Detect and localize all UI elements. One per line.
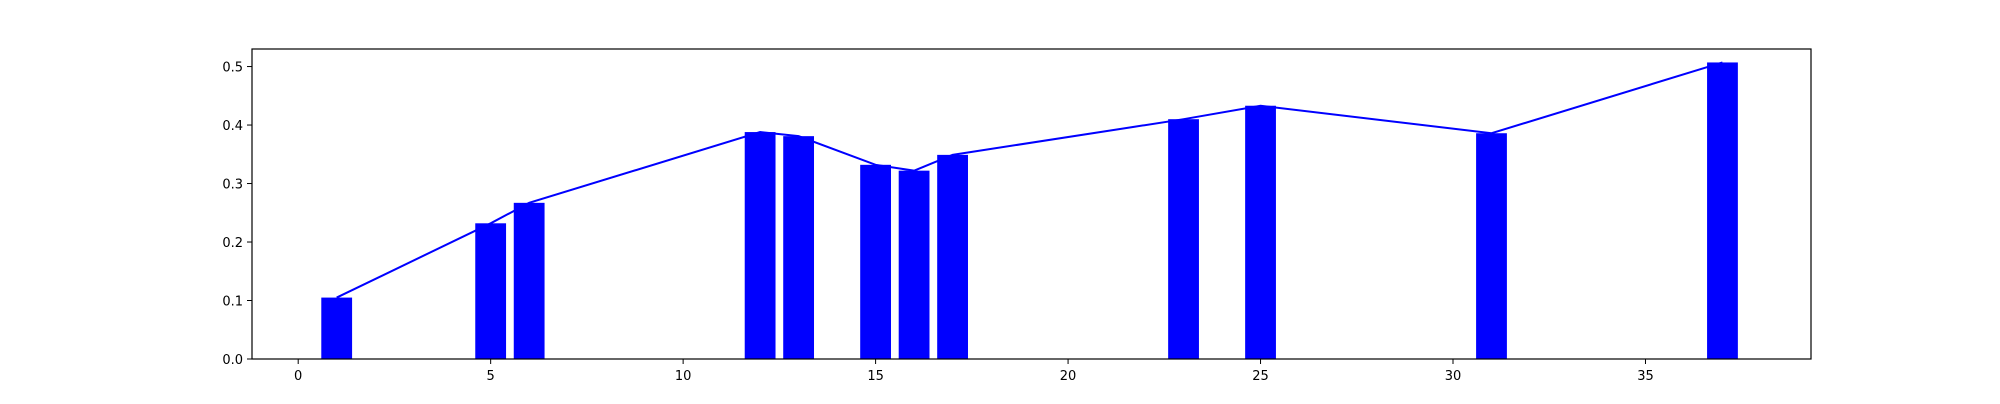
bar [860, 164, 891, 359]
y-tick-label: 0.5 [222, 61, 243, 76]
bar [321, 297, 353, 359]
y-tick-label: 0.3 [222, 178, 243, 193]
plot-frame [251, 48, 1812, 360]
x-tick-label: 35 [1637, 369, 1654, 384]
bar [783, 136, 815, 359]
bar [1476, 133, 1507, 359]
y-tick-label: 0.1 [222, 295, 243, 310]
bar [475, 223, 507, 359]
bar [744, 132, 776, 359]
bar [898, 170, 930, 359]
bar [1707, 62, 1738, 359]
x-tick-label: 30 [1445, 369, 1462, 384]
bar [1168, 119, 1199, 359]
x-tick-label: 0 [294, 369, 302, 384]
y-tick-label: 0.4 [222, 119, 243, 134]
line-layer [336, 61, 1723, 299]
axes-layer: 0 5 10 15 20 25 30 35 0.0 0.1 0.2 0.3 0.4 0.5 [222, 48, 1812, 384]
bar [513, 202, 545, 359]
bars-layer [321, 62, 1738, 360]
series-line [336, 61, 1723, 299]
x-tick-label: 15 [867, 369, 884, 384]
x-tick-label: 10 [675, 369, 692, 384]
x-tick-label: 5 [487, 369, 495, 384]
y-tick-label: 0.0 [222, 353, 243, 368]
x-tick-label: 20 [1060, 369, 1077, 384]
y-tick-label: 0.2 [222, 236, 243, 251]
x-tick-label: 25 [1252, 369, 1269, 384]
bar [1245, 105, 1276, 360]
bar [937, 154, 968, 359]
